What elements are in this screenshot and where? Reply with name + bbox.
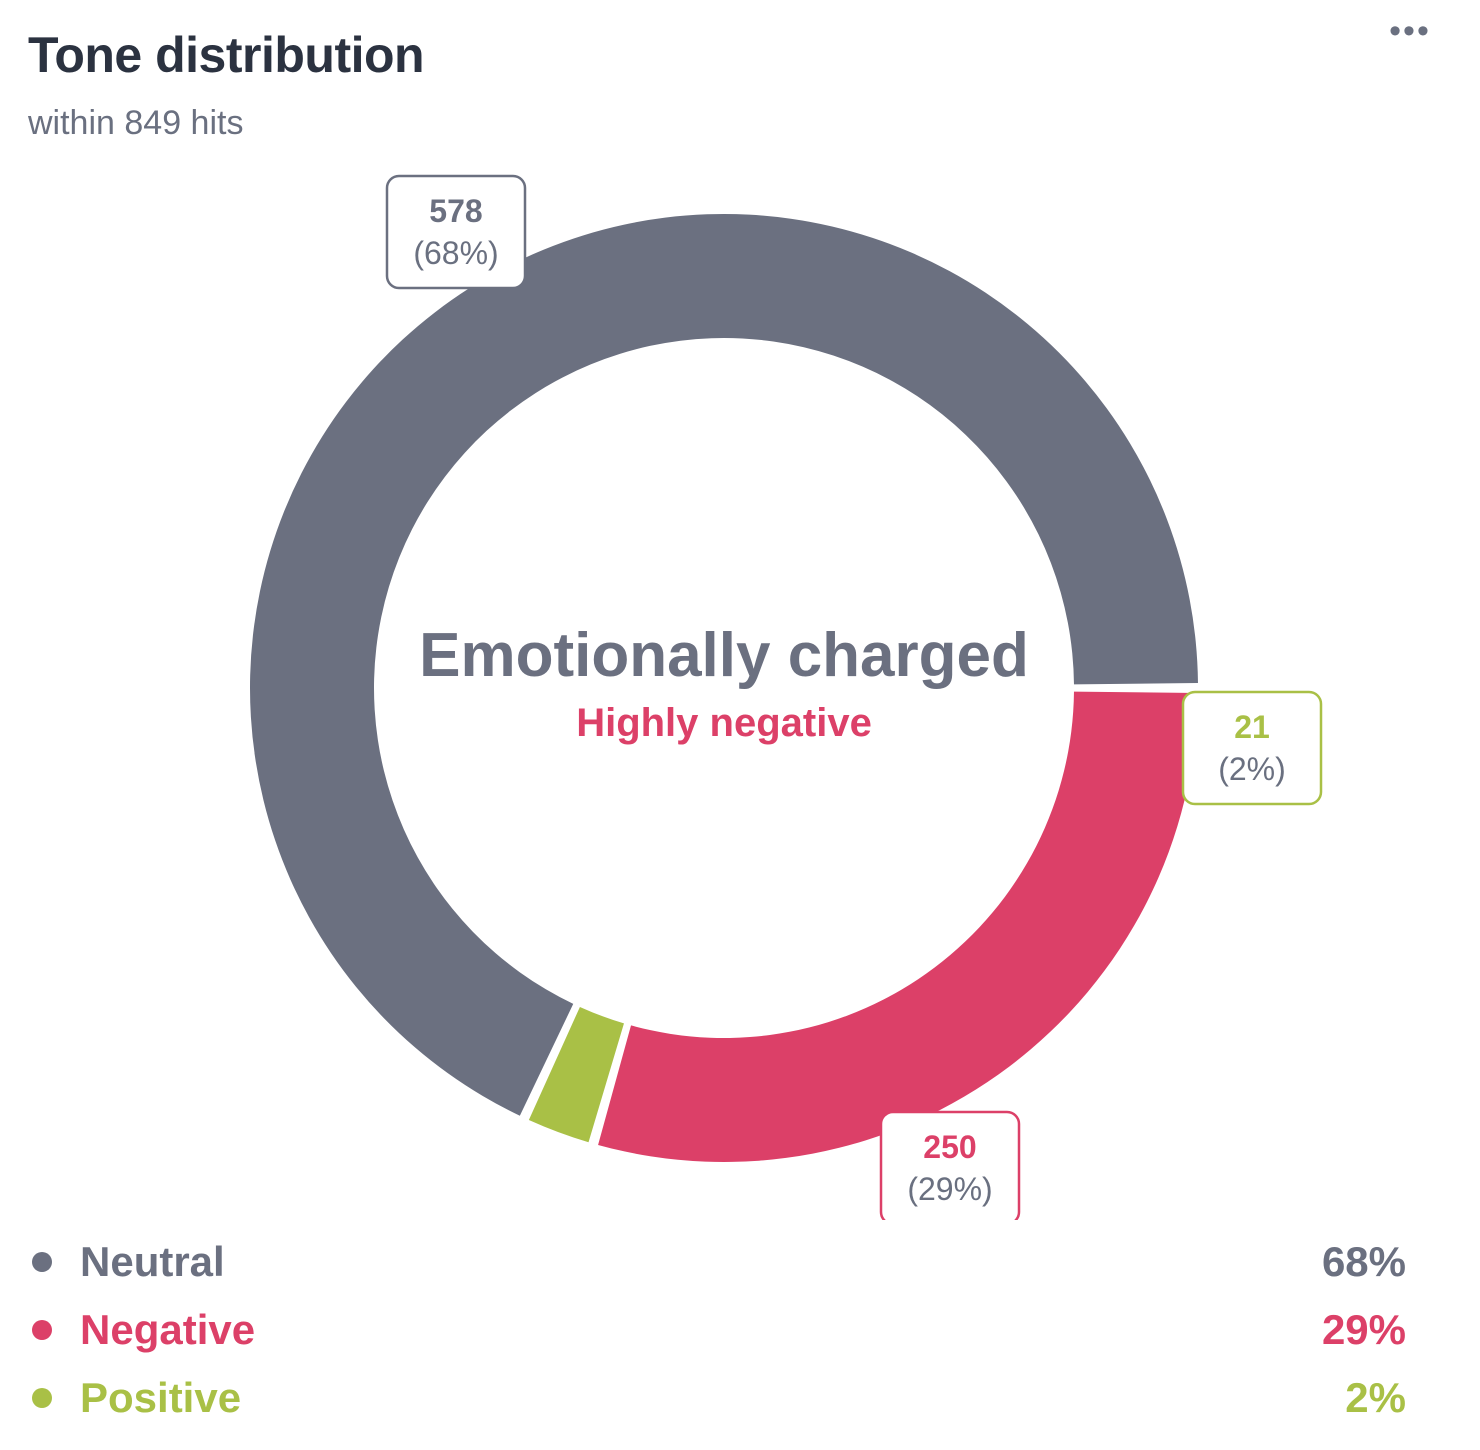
legend-dot-negative [32,1320,52,1340]
legend-label-neutral: Neutral [80,1238,225,1285]
center-subtitle: Highly negative [576,701,872,745]
legend: Neutral 68% Negative 29% Positive 2% [28,1228,1406,1432]
callout-box [385,174,527,290]
callout-box [879,1110,1021,1220]
callout-box [1181,690,1323,806]
widget-subtitle: within 849 hits [28,104,244,142]
donut-chart: 578 (68%) 21 (2%) 250 (29%) Emotionally charg… [249,174,1323,1220]
widget-title: Tone distribution [28,27,425,83]
legend-percent-negative: 29% [1321,1306,1406,1353]
callout-percent: (29%) [907,1171,992,1207]
legend-dot-neutral [32,1252,52,1272]
legend-percent-positive: 2% [1345,1374,1406,1421]
center-title: Emotionally charged [419,621,1029,690]
slice-positive[interactable] [528,1006,624,1143]
legend-item-positive[interactable]: Positive 2% [28,1364,1406,1432]
legend-label-negative: Negative [80,1306,256,1353]
callout-positive: 21 (2%) [1181,690,1323,806]
callout-neutral: 578 (68%) [385,174,527,290]
callout-percent: (68%) [413,235,498,271]
legend-label-positive: Positive [80,1374,242,1421]
callout-value: 250 [923,1129,976,1165]
legend-item-negative[interactable]: Negative 29% [28,1296,1406,1364]
more-horizontal-icon: ••• [1389,12,1431,50]
slice-negative[interactable] [598,691,1198,1162]
legend-percent-neutral: 68% [1321,1238,1406,1285]
callout-value: 21 [1234,709,1270,745]
legend-item-neutral[interactable]: Neutral 68% [28,1228,1406,1296]
more-options-button[interactable]: ••• [1382,14,1438,48]
callout-value: 578 [429,193,482,229]
callout-percent: (2%) [1218,751,1286,787]
legend-dot-positive [32,1388,52,1408]
callout-negative: 250 (29%) [879,1110,1021,1220]
